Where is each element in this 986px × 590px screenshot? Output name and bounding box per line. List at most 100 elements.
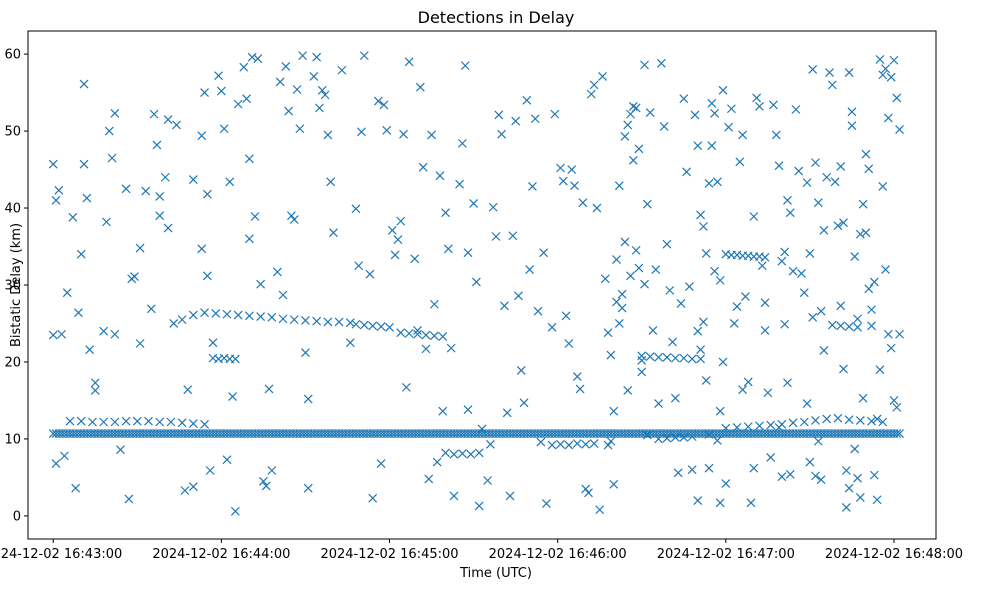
data-point-marker [780,319,790,329]
data-point-marker [749,212,759,221]
data-point-marker [867,321,876,331]
data-point-marker [244,311,254,321]
data-point-marker [385,322,394,332]
data-point-marker [556,163,565,173]
data-point-marker [581,484,591,494]
data-point-marker [799,288,809,298]
data-point-marker [827,320,837,330]
data-point-marker [135,243,145,253]
data-point-marker [124,494,134,504]
data-point-marker [631,245,641,255]
data-point-marker [155,192,165,201]
chart-title: Detections in Delay [418,8,575,27]
data-point-marker [289,215,299,225]
data-point-marker [292,85,302,94]
data-point-marker [757,261,767,271]
data-point-marker [788,266,798,276]
data-point-marker [60,451,69,461]
x-tick-label: 2024-12-02 16:48:00 [825,547,963,562]
data-point-marker [233,99,243,109]
data-point-marker [202,271,212,281]
data-point-marker [721,423,731,433]
data-point-marker [662,239,672,249]
data-point-marker [404,329,414,338]
data-point-marker [116,445,125,455]
data-point-marker [368,493,378,503]
data-point-marker [572,439,582,448]
data-point-marker [847,107,857,117]
data-point-marker [791,105,801,114]
data-point-marker [886,72,896,82]
data-point-marker [869,277,879,287]
data-point-marker [763,388,773,398]
data-point-marker [603,440,613,450]
data-point-marker [710,266,720,276]
data-point-marker [872,414,882,424]
data-point-marker [659,122,669,131]
data-point-marker [334,317,344,327]
data-point-marker [584,488,593,498]
data-point-marker [774,422,784,432]
data-point-marker [715,275,725,285]
data-point-marker [595,505,605,515]
data-point-marker [471,277,481,287]
data-point-marker [205,466,215,475]
data-point-marker [62,288,72,298]
data-point-marker [278,314,288,324]
data-point-marker [867,305,876,315]
data-point-marker [830,177,840,187]
data-point-marker [670,353,680,363]
data-point-marker [609,406,619,416]
data-point-marker [457,449,467,458]
data-point-marker [345,318,355,328]
data-point-marker [841,466,851,475]
data-point-marker [771,130,781,140]
data-point-marker [233,310,243,320]
data-point-marker [303,394,313,404]
y-axis-label: Bistatic Delay (km) [9,223,24,347]
data-point-marker [228,392,238,402]
plot-area-frame [27,30,937,540]
data-point-marker [79,79,89,89]
data-point-marker [752,93,762,103]
data-point-marker [676,299,686,308]
data-point-marker [441,208,450,218]
data-point-marker [684,282,694,291]
data-point-marker [497,129,507,139]
data-point-marker [679,94,689,104]
data-point-marker [670,432,680,442]
data-point-marker [811,471,820,481]
data-point-marker [797,269,806,278]
data-point-marker [250,212,260,221]
data-point-marker [575,384,585,394]
data-point-marker [211,309,221,318]
data-point-marker [188,482,198,492]
data-point-marker [895,429,904,438]
data-point-marker [110,108,120,118]
data-point-marker [267,466,277,475]
data-point-marker [152,140,162,150]
data-point-marker [570,181,579,191]
y-tick-label: 10 [4,432,21,447]
data-point-marker [393,235,403,245]
data-point-marker [811,158,820,168]
data-point-marker [704,429,714,439]
data-point-marker [65,416,75,426]
data-point-marker [637,367,647,377]
data-point-marker [654,352,663,362]
data-point-marker [110,329,120,339]
data-point-marker [628,102,638,111]
data-point-marker [230,506,240,516]
data-point-marker [556,439,565,449]
data-point-marker [707,141,717,151]
data-point-marker [169,319,179,328]
data-point-marker [774,161,784,171]
data-point-marker [881,265,890,275]
data-point-marker [670,393,680,403]
data-point-marker [825,68,834,77]
data-point-marker [642,430,652,440]
data-point-marker [816,306,826,316]
data-point-marker [858,393,868,403]
data-point-marker [536,437,546,447]
data-point-marker [892,402,902,412]
